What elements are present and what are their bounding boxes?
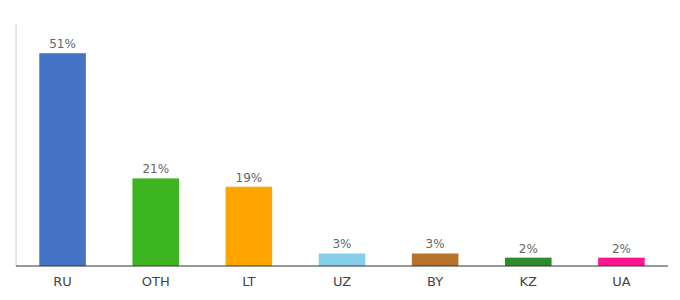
x-axis-line [16,266,668,267]
chart-svg: RU OTH LT UZ BY KZ UA 51% 21% 19% 3% 3% 2% 2% [0,0,680,300]
y-axis-line [16,24,17,266]
bar [319,253,366,266]
bar [505,258,552,266]
x-axis-labels: RU OTH LT UZ BY KZ UA [53,274,630,289]
bar [39,53,86,266]
data-label: 2% [519,242,538,256]
bar [132,178,179,266]
x-tick-label: OTH [142,274,170,289]
data-label: 51% [49,37,76,51]
bar [226,187,273,266]
data-label: 3% [332,237,351,251]
data-label: 2% [612,242,631,256]
x-tick-label: UA [612,274,631,289]
bar [412,253,459,266]
x-tick-label: KZ [520,274,538,289]
x-tick-label: RU [53,274,72,289]
data-labels: 51% 21% 19% 3% 3% 2% 2% [49,37,631,255]
x-tick-label: BY [427,274,443,289]
x-tick-label: LT [242,274,255,289]
bars [39,53,644,266]
data-label: 19% [236,171,263,185]
x-tick-label: UZ [333,274,351,289]
data-label: 3% [426,237,445,251]
data-label: 21% [142,162,169,176]
chart-container: RU OTH LT UZ BY KZ UA 51% 21% 19% 3% 3% 2% 2% [0,0,680,300]
bar [598,258,645,266]
